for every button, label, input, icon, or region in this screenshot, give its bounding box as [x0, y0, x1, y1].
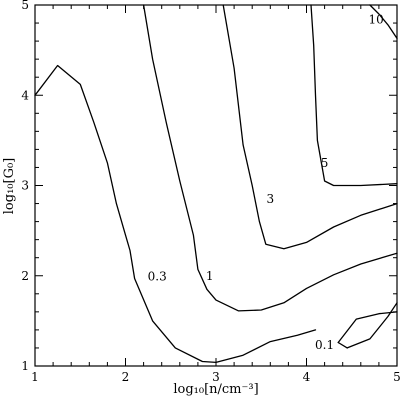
- contour-lines: [34, 4, 398, 364]
- contour-line-10: [369, 4, 398, 40]
- y-tick-label: 2: [21, 269, 29, 283]
- contour-label: 0.1: [315, 338, 334, 352]
- x-tick-label: 3: [212, 370, 220, 384]
- x-tick-label: 5: [393, 370, 400, 384]
- contour-label: 10: [369, 12, 384, 26]
- axes: 1 2 3 4 5 1 2 3 4 5: [21, 0, 400, 384]
- x-axis-title: log₁₀[n/cm⁻³]: [173, 382, 258, 397]
- contour-line-3: [222, 4, 398, 250]
- contour-line-5: [310, 4, 398, 187]
- contour-line-0-1: [337, 311, 398, 344]
- contour-label: 5: [321, 156, 329, 170]
- contour-line-1: [142, 4, 398, 312]
- x-tick-label: 1: [31, 370, 39, 384]
- contour-line-0-3: [34, 64, 317, 364]
- y-tick-label: 4: [21, 88, 29, 102]
- contour-label: 1: [206, 269, 214, 283]
- y-tick-label: 1: [21, 359, 29, 373]
- contour-line-0-1-join: [337, 341, 348, 349]
- y-tick-label: 5: [21, 0, 29, 12]
- y-tick-label: 3: [21, 179, 29, 193]
- contour-label: 0.3: [148, 270, 167, 284]
- x-tick-label: 4: [303, 370, 311, 384]
- y-axis-title: log₁₀[G₀]: [2, 158, 17, 214]
- contour-line-0-1-lower: [346, 302, 398, 349]
- x-tick-label: 2: [122, 370, 130, 384]
- contour-label: 3: [266, 192, 274, 206]
- contour-labels: 0.3 0.1 1 3 5 10: [148, 12, 384, 352]
